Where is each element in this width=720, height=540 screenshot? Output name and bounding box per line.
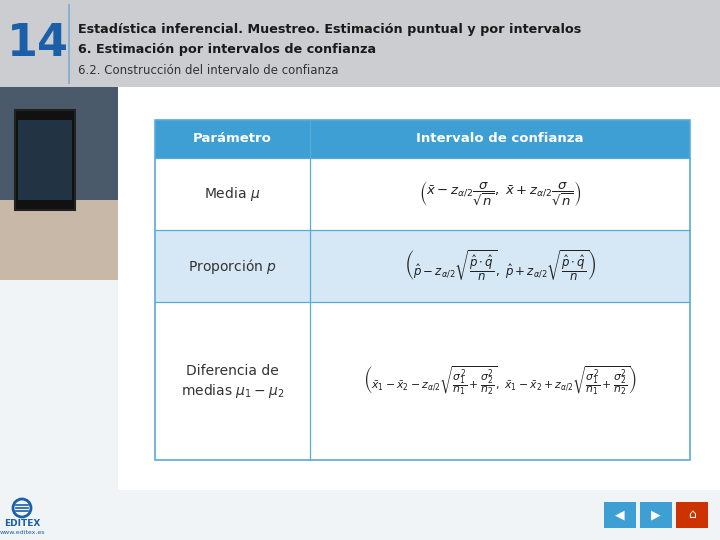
Bar <box>155 120 690 460</box>
Bar <box>15 110 75 210</box>
Bar <box>155 158 690 230</box>
Bar <box>0 87 118 220</box>
Bar <box>676 502 708 528</box>
Bar <box>118 87 720 490</box>
Text: $\left(\bar{x}_1 - \bar{x}_2 - z_{\alpha/2}\sqrt{\dfrac{\sigma_1^2}{n_1}+\dfrac{: $\left(\bar{x}_1 - \bar{x}_2 - z_{\alpha… <box>363 364 637 397</box>
Bar <box>68 4 70 84</box>
Bar <box>0 87 720 490</box>
Text: Proporción $p$: Proporción $p$ <box>188 256 277 275</box>
Bar <box>0 87 118 280</box>
Text: Media $\mu$: Media $\mu$ <box>204 185 261 203</box>
Text: Intervalo de confianza: Intervalo de confianza <box>416 132 584 145</box>
Text: www.editex.es: www.editex.es <box>0 530 45 535</box>
Bar <box>155 120 690 158</box>
Text: $\left(\bar{x} - z_{\alpha/2}\dfrac{\sigma}{\sqrt{n}},\ \bar{x} + z_{\alpha/2}\d: $\left(\bar{x} - z_{\alpha/2}\dfrac{\sig… <box>419 180 581 208</box>
Text: ▶: ▶ <box>651 509 661 522</box>
Text: ⌂: ⌂ <box>688 509 696 522</box>
Bar <box>155 230 690 302</box>
Bar <box>18 120 72 200</box>
Bar <box>604 502 636 528</box>
Bar <box>0 490 720 540</box>
Text: ◀: ◀ <box>615 509 625 522</box>
Bar <box>0 200 118 280</box>
Text: 14: 14 <box>7 22 69 64</box>
Bar <box>640 502 672 528</box>
Text: 6. Estimación por intervalos de confianza: 6. Estimación por intervalos de confianz… <box>78 44 376 57</box>
Bar <box>0 0 720 87</box>
Text: 6.2. Construcción del intervalo de confianza: 6.2. Construcción del intervalo de confi… <box>78 64 338 78</box>
Text: Estadística inferencial. Muestreo. Estimación puntual y por intervalos: Estadística inferencial. Muestreo. Estim… <box>78 24 581 37</box>
Bar <box>155 302 690 460</box>
Text: Parámetro: Parámetro <box>193 132 272 145</box>
Text: medias $\mu_1 - \mu_2$: medias $\mu_1 - \mu_2$ <box>181 382 284 400</box>
Text: EDITEX: EDITEX <box>4 519 40 529</box>
Text: Diferencia de: Diferencia de <box>186 364 279 378</box>
Text: $\left(\hat{p} - z_{\alpha/2}\sqrt{\dfrac{\hat{p}\cdot\hat{q}}{n}},\ \hat{p} + z: $\left(\hat{p} - z_{\alpha/2}\sqrt{\dfra… <box>404 249 596 283</box>
